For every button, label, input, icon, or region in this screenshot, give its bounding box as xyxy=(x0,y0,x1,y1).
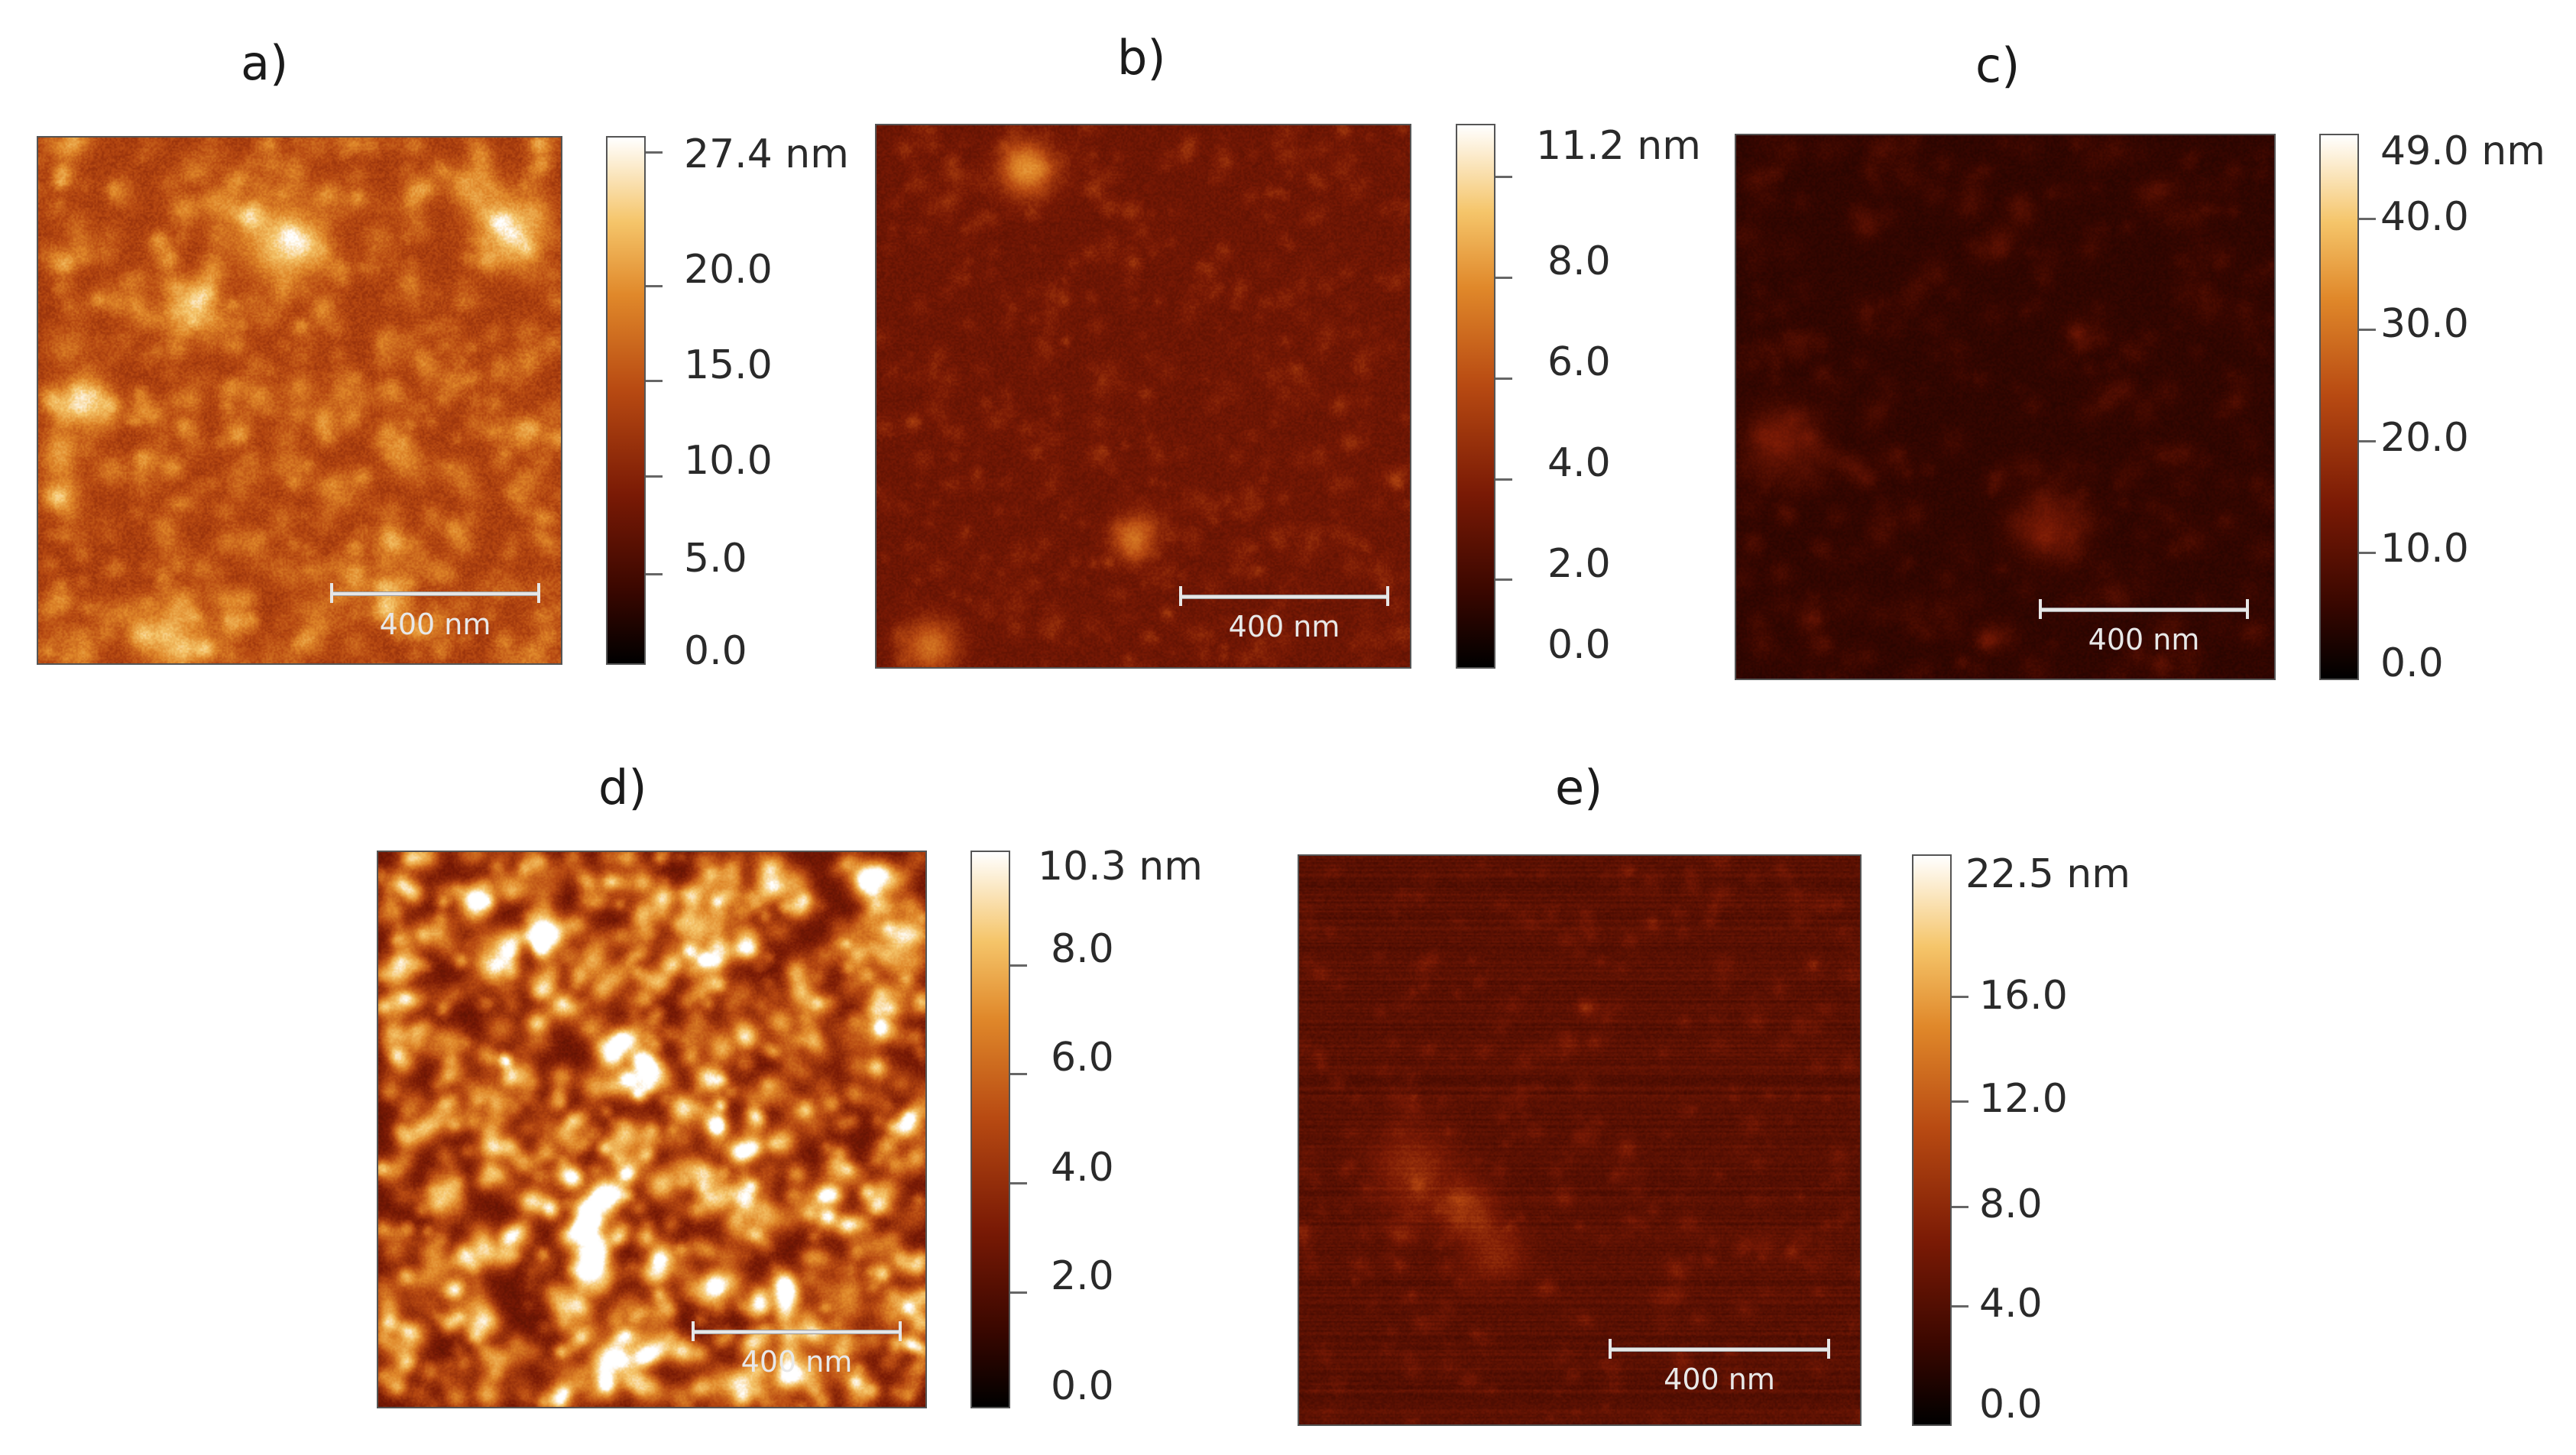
colorbar-label: 6.0 xyxy=(1547,339,1611,385)
colorbar-label: 30.0 xyxy=(2380,301,2469,347)
colorbar-label: 4.0 xyxy=(1547,440,1611,486)
colorbar-label: 2.0 xyxy=(1547,541,1611,587)
afm-image-e xyxy=(1298,854,1862,1426)
colorbar-tick xyxy=(2359,440,2376,442)
scale-bar-a xyxy=(330,583,540,603)
colorbar-a xyxy=(606,136,646,665)
colorbar-d xyxy=(970,851,1010,1408)
scale-bar-b xyxy=(1179,586,1389,606)
colorbar-label: 40.0 xyxy=(2380,194,2469,240)
colorbar-label-min: 0.0 xyxy=(2380,640,2444,686)
colorbar-label: 5.0 xyxy=(684,536,747,582)
colorbar-label: 20.0 xyxy=(2380,415,2469,461)
colorbar-tick xyxy=(1010,1182,1027,1184)
colorbar-tick xyxy=(1010,1073,1027,1075)
colorbar-tick xyxy=(2359,329,2376,331)
colorbar-tick xyxy=(2359,552,2376,554)
colorbar-tick xyxy=(1952,1100,1968,1103)
colorbar-tick xyxy=(1495,578,1512,581)
colorbar-tick xyxy=(1952,996,1968,998)
scale-bar-label-c: 400 nm xyxy=(2088,623,2200,656)
scale-bar-label-e: 400 nm xyxy=(1664,1363,1775,1396)
colorbar-label: 20.0 xyxy=(684,247,773,293)
colorbar-label: 2.0 xyxy=(1051,1253,1114,1299)
colorbar-c xyxy=(2319,134,2359,680)
colorbar-label: 6.0 xyxy=(1051,1035,1114,1081)
colorbar-tick xyxy=(1952,1305,1968,1308)
colorbar-tick xyxy=(646,573,663,575)
colorbar-label-min: 0.0 xyxy=(1051,1363,1114,1409)
colorbar-tick xyxy=(1495,478,1512,481)
scale-bar-label-d: 400 nm xyxy=(740,1345,853,1379)
scale-bar-label-a: 400 nm xyxy=(379,608,491,641)
colorbar-label: 8.0 xyxy=(1979,1181,2043,1227)
panel-label-a: a) xyxy=(241,35,289,91)
colorbar-tick xyxy=(1010,964,1027,967)
colorbar-label: 4.0 xyxy=(1051,1145,1114,1191)
afm-image-d xyxy=(377,851,927,1408)
panel-label-d: d) xyxy=(598,760,647,815)
colorbar-label: 10.0 xyxy=(684,438,773,484)
scale-bar-d xyxy=(692,1321,902,1341)
colorbar-label-min: 0.0 xyxy=(684,628,747,674)
scale-bar-label-b: 400 nm xyxy=(1228,610,1340,643)
colorbar-tick xyxy=(646,475,663,478)
afm-image-a xyxy=(37,136,562,665)
colorbar-b xyxy=(1456,124,1495,669)
colorbar-label: 4.0 xyxy=(1979,1281,2043,1327)
colorbar-tick xyxy=(1952,1206,1968,1208)
scale-bar-e xyxy=(1609,1339,1830,1359)
panel-label-b: b) xyxy=(1117,30,1166,86)
colorbar-label-min: 0.0 xyxy=(1979,1382,2043,1427)
colorbar-tick xyxy=(646,380,663,382)
colorbar-label-min: 0.0 xyxy=(1547,622,1611,668)
colorbar-tick xyxy=(1495,277,1512,279)
colorbar-tick xyxy=(646,151,663,154)
colorbar-label: 8.0 xyxy=(1051,926,1114,972)
colorbar-label: 16.0 xyxy=(1979,973,2068,1019)
scale-bar-c xyxy=(2039,599,2249,619)
panel-label-e: e) xyxy=(1555,760,1603,815)
colorbar-label: 8.0 xyxy=(1547,238,1611,284)
colorbar-tick xyxy=(1495,378,1512,380)
colorbar-label-max: 11.2 nm xyxy=(1536,123,1701,169)
afm-image-b xyxy=(875,124,1411,669)
colorbar-label: 10.0 xyxy=(2380,526,2469,572)
colorbar-tick xyxy=(1495,176,1512,178)
panel-label-c: c) xyxy=(1975,37,2020,93)
colorbar-e xyxy=(1912,854,1952,1426)
colorbar-tick xyxy=(646,285,663,287)
colorbar-label-max: 10.3 nm xyxy=(1038,844,1203,890)
colorbar-tick xyxy=(2359,218,2376,220)
colorbar-label-max: 49.0 nm xyxy=(2380,128,2545,174)
colorbar-label-max: 27.4 nm xyxy=(684,131,849,177)
colorbar-label: 15.0 xyxy=(684,342,773,388)
colorbar-tick xyxy=(1010,1291,1027,1294)
colorbar-label: 12.0 xyxy=(1979,1076,2068,1122)
colorbar-label-max: 22.5 nm xyxy=(1965,851,2130,897)
afm-image-c xyxy=(1735,134,2276,680)
